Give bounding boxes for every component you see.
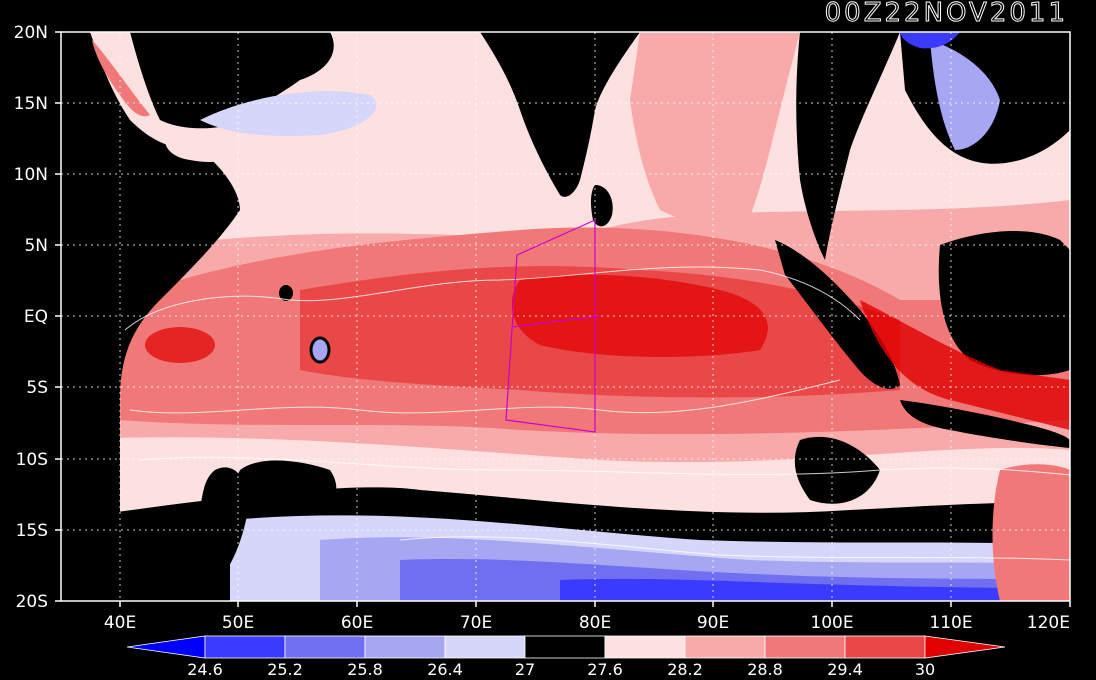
colorbar-arrow-right (924, 635, 1006, 659)
colorbar-label: 27 (515, 660, 535, 679)
lon-label: 100E (810, 613, 853, 633)
lat-label: 20N (14, 23, 48, 43)
lat-label: 20S (16, 592, 48, 612)
lat-label: 15N (14, 94, 48, 114)
grid-lines (61, 32, 1070, 601)
colorbar (126, 635, 1006, 659)
colorbar-label: 25.2 (267, 660, 303, 679)
colorbar-label: 27.6 (587, 660, 623, 679)
lat-label: 10N (14, 165, 48, 185)
colorbar-label: 29.4 (827, 660, 863, 679)
region-box (505, 219, 601, 433)
lon-label: 50E (222, 613, 254, 633)
colorbar-arrow-left (126, 635, 206, 659)
lat-label: 10S (16, 450, 48, 470)
lon-label: 90E (697, 613, 729, 633)
lat-label: 5N (24, 236, 48, 256)
lon-label: 80E (579, 613, 611, 633)
lon-label: 120E (1027, 613, 1070, 633)
lon-label: 70E (460, 613, 492, 633)
colorbar-label: 28.2 (667, 660, 703, 679)
map-plot-area (61, 32, 1070, 601)
colorbar-label: 30 (915, 660, 935, 679)
lon-label: 40E (104, 613, 136, 633)
lat-label: EQ (24, 307, 48, 327)
colorbar-label: 24.6 (187, 660, 223, 679)
colorbar-label: 25.8 (347, 660, 383, 679)
colorbar-label: 26.4 (427, 660, 463, 679)
map-title: 00Z22NOV2011 (824, 0, 1068, 29)
lat-label: 15S (16, 521, 48, 541)
contour-lines (124, 266, 1070, 561)
lon-label: 60E (341, 613, 373, 633)
lat-label: 5S (26, 378, 48, 398)
lon-label: 110E (929, 613, 972, 633)
colorbar-label: 28.8 (747, 660, 783, 679)
